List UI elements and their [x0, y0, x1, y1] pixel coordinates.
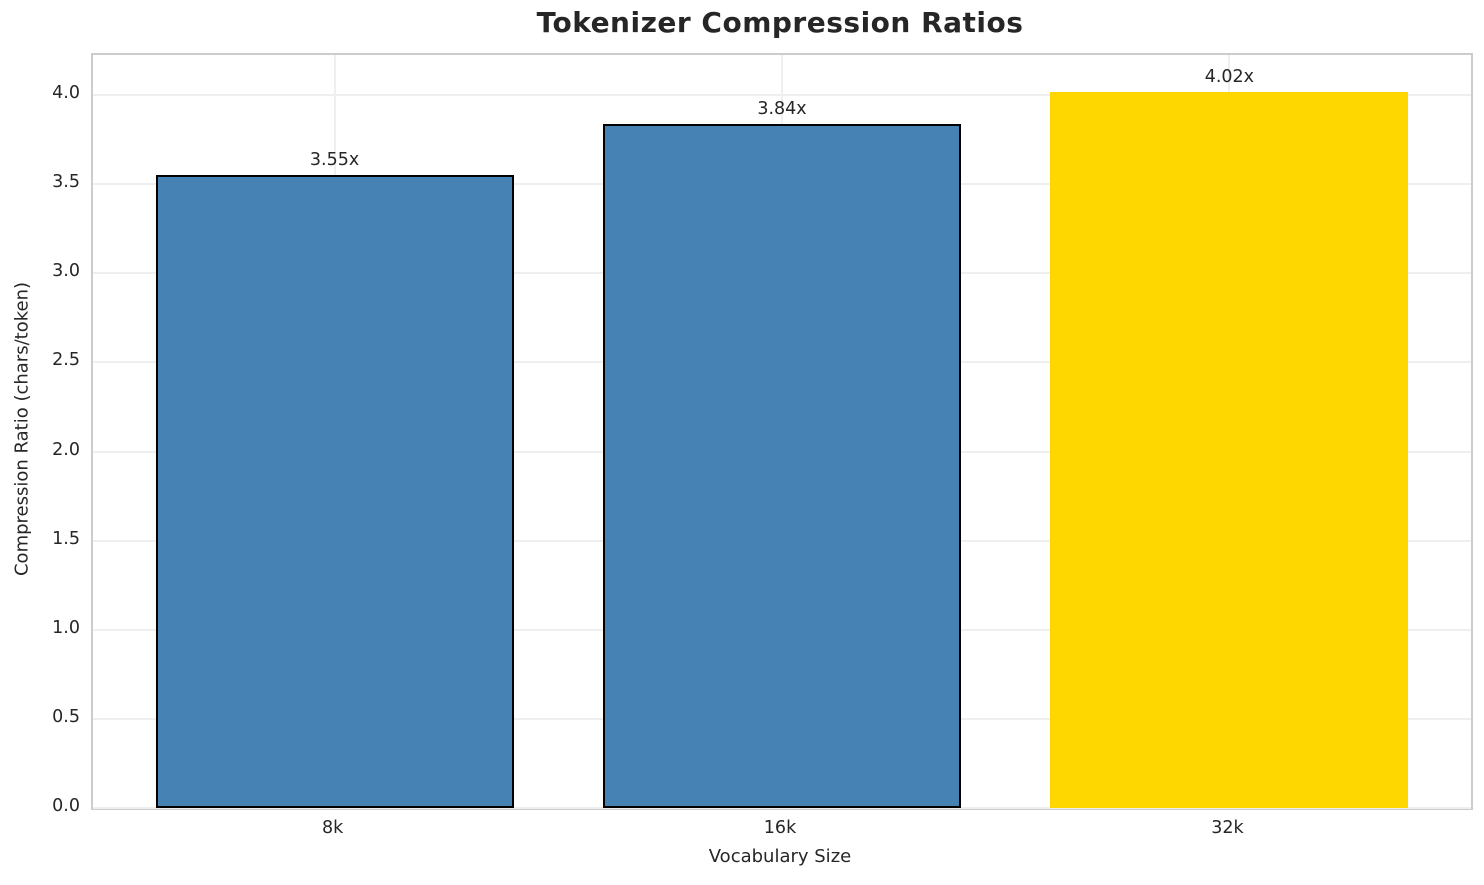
bar-8k	[155, 175, 514, 808]
y-tick-label: 3.0	[52, 261, 80, 282]
y-tick-label: 2.5	[52, 350, 80, 371]
bar-16k	[603, 123, 961, 808]
x-tick-label: 32k	[1211, 818, 1244, 838]
y-tick-label: 3.5	[52, 172, 80, 193]
h-gridline	[93, 807, 1471, 809]
y-tick-label: 0.5	[52, 706, 80, 727]
x-axis-label: Vocabulary Size	[708, 846, 852, 867]
bar-32k	[1050, 91, 1409, 808]
x-tick-label: 16k	[763, 818, 797, 838]
bar-value-label: 4.02x	[1204, 66, 1255, 87]
x-axis-ticks: 8k 16k 32k	[91, 806, 1469, 840]
y-tick-label: 1.5	[52, 528, 80, 549]
x-tick-label: 8k	[321, 818, 344, 838]
chart-title: Tokenizer Compression Ratios	[536, 6, 1024, 39]
plot-area: 3.55x 3.84x 4.02x	[91, 53, 1473, 810]
y-tick-label: 4.0	[52, 83, 80, 104]
y-tick-label: 2.0	[52, 439, 80, 460]
y-axis-ticks: 0.0 0.5 1.0 1.5 2.0 2.5 3.0 3.5 4.0	[0, 53, 80, 816]
y-tick-label: 1.0	[52, 617, 80, 638]
y-tick-label: 0.0	[52, 796, 80, 816]
bar-value-label: 3.84x	[757, 98, 807, 119]
y-axis-label: Compression Ratio (chars/token)	[11, 281, 33, 577]
bar-value-label: 3.55x	[309, 150, 360, 171]
